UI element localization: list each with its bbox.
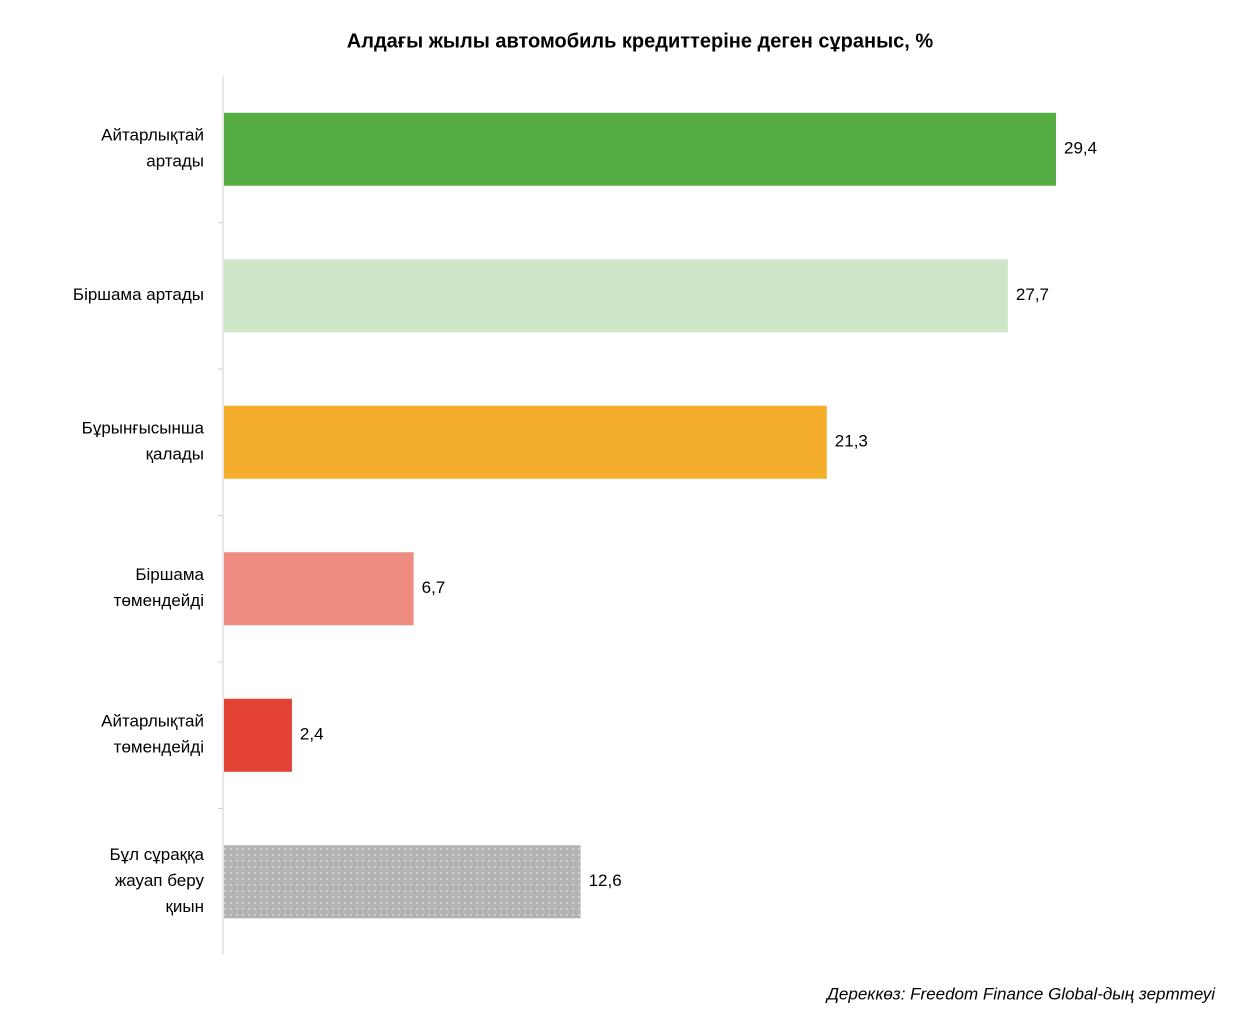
y-tick-label: Бұл сұраққа жауап беру қиын [109, 845, 204, 916]
chart-title: Алдағы жылы автомобиль кредиттеріне деге… [347, 30, 934, 52]
data-label: 6,7 [422, 578, 446, 597]
y-tick-label: Біршама артады [73, 285, 204, 304]
bar [224, 259, 1008, 333]
bar [224, 552, 414, 626]
y-tick-label: Бұрынғысынша қалады [82, 419, 205, 464]
data-label: 2,4 [300, 725, 324, 744]
bar [224, 698, 292, 772]
bar [224, 405, 827, 479]
y-tick-label: Айтарлықтай артады [101, 126, 204, 171]
y-tick-label: Айтарлықтай төмендейді [101, 712, 204, 757]
data-label: 12,6 [589, 871, 622, 890]
data-label: 29,4 [1064, 139, 1097, 158]
source-note: Дереккөз: Freedom Finance Global-дың зер… [825, 984, 1216, 1003]
data-label: 27,7 [1016, 285, 1049, 304]
data-label: 21,3 [835, 432, 868, 451]
bar [224, 845, 581, 919]
bar [224, 112, 1057, 186]
y-tick-label: Біршама төмендейді [114, 565, 205, 610]
